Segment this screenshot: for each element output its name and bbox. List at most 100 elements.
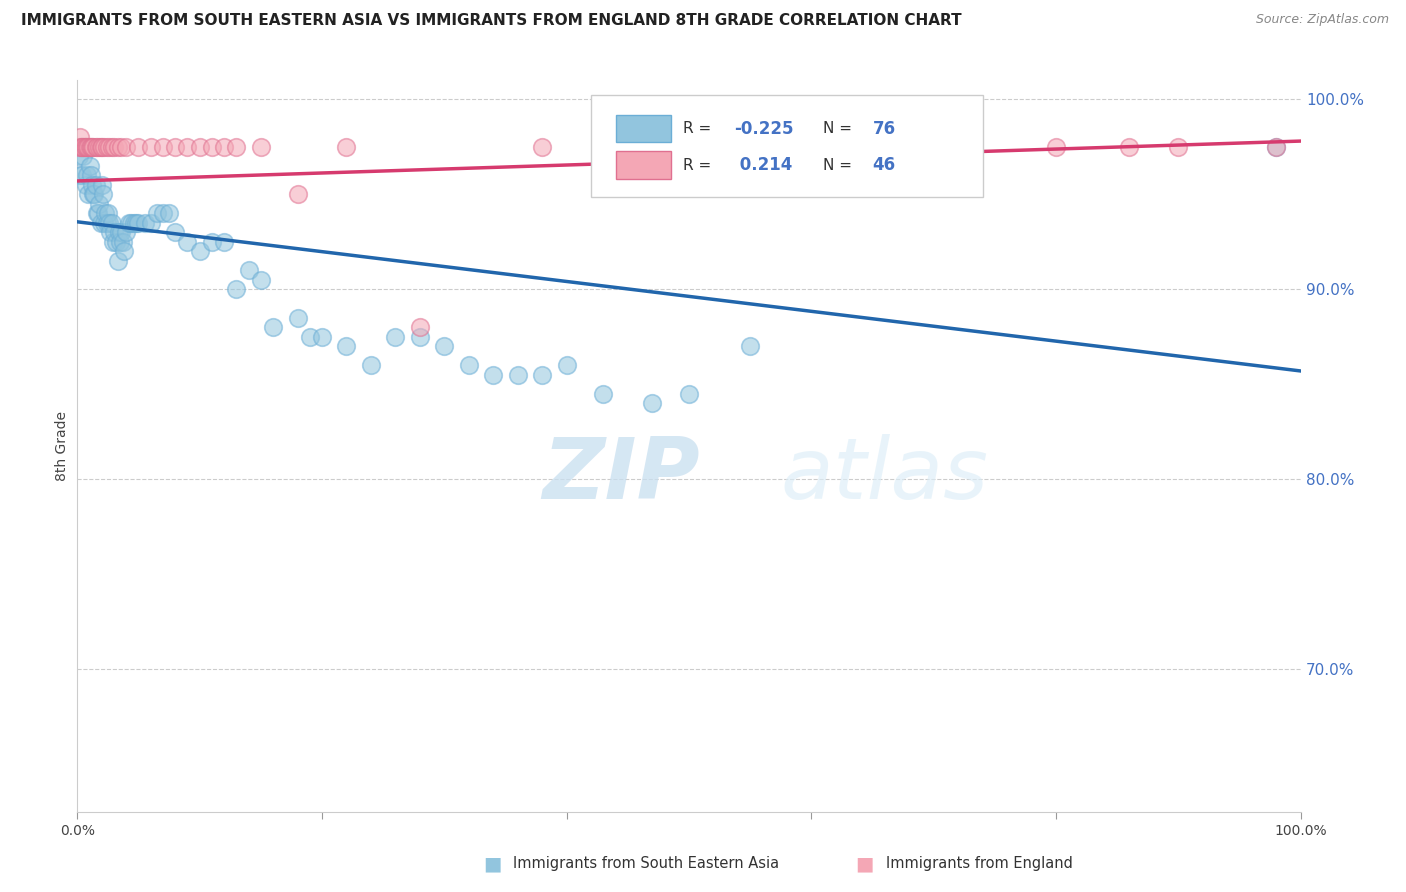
Point xyxy=(152,206,174,220)
Point xyxy=(107,253,129,268)
Text: 46: 46 xyxy=(873,156,896,174)
Point xyxy=(70,140,93,154)
Point xyxy=(1265,140,1288,154)
Point xyxy=(100,140,122,154)
Point xyxy=(922,140,945,154)
Point xyxy=(76,168,98,182)
Point xyxy=(86,140,108,154)
Point xyxy=(506,368,529,382)
Point xyxy=(83,187,105,202)
Text: ZIP: ZIP xyxy=(543,434,700,516)
Point xyxy=(212,235,235,249)
Point xyxy=(176,235,198,249)
Point xyxy=(146,206,169,220)
Point xyxy=(238,263,260,277)
Point xyxy=(176,140,198,154)
Point xyxy=(115,225,138,239)
Point xyxy=(212,140,235,154)
Point xyxy=(98,140,121,154)
Point xyxy=(125,216,148,230)
Point xyxy=(70,140,93,154)
Point xyxy=(70,140,93,154)
Point xyxy=(298,330,321,344)
Point xyxy=(73,140,96,154)
Point xyxy=(91,187,114,202)
Text: IMMIGRANTS FROM SOUTH EASTERN ASIA VS IMMIGRANTS FROM ENGLAND 8TH GRADE CORRELAT: IMMIGRANTS FROM SOUTH EASTERN ASIA VS IM… xyxy=(21,13,962,29)
Point xyxy=(69,168,91,182)
Point xyxy=(201,140,224,154)
Point xyxy=(128,216,150,230)
Point xyxy=(86,206,108,220)
Text: -0.225: -0.225 xyxy=(734,120,794,137)
Point xyxy=(84,140,107,154)
Point xyxy=(225,282,247,296)
Point xyxy=(165,140,187,154)
Point xyxy=(287,310,309,325)
Text: Immigrants from England: Immigrants from England xyxy=(886,856,1073,871)
Point xyxy=(108,235,131,249)
Point xyxy=(80,168,103,182)
Point xyxy=(70,168,93,182)
Point xyxy=(287,187,309,202)
Point xyxy=(82,187,104,202)
Point xyxy=(96,216,118,230)
Point xyxy=(250,273,273,287)
Point xyxy=(188,140,211,154)
Point xyxy=(87,206,110,220)
Text: ■: ■ xyxy=(482,854,502,873)
Point xyxy=(360,358,382,372)
Point xyxy=(108,225,131,239)
Point xyxy=(93,140,115,154)
Point xyxy=(111,235,134,249)
Point xyxy=(250,140,273,154)
Point xyxy=(75,178,97,192)
Point xyxy=(165,225,187,239)
Text: 0.214: 0.214 xyxy=(734,156,793,174)
Point xyxy=(90,178,112,192)
Point xyxy=(740,339,762,353)
Point xyxy=(90,140,112,154)
Point xyxy=(409,330,432,344)
Point xyxy=(75,140,97,154)
Point xyxy=(152,140,174,154)
Point xyxy=(482,368,505,382)
Point xyxy=(592,386,614,401)
Point xyxy=(69,130,91,145)
Point xyxy=(678,386,700,401)
Point xyxy=(128,140,150,154)
Point xyxy=(1167,140,1189,154)
Point xyxy=(97,206,120,220)
Point xyxy=(335,339,357,353)
Point xyxy=(139,140,162,154)
Point xyxy=(89,140,111,154)
Point xyxy=(1265,140,1288,154)
Point xyxy=(225,140,247,154)
Point xyxy=(105,235,128,249)
Point xyxy=(555,358,578,372)
Text: Immigrants from South Eastern Asia: Immigrants from South Eastern Asia xyxy=(513,856,779,871)
Point xyxy=(641,396,664,410)
Point xyxy=(409,320,432,334)
Text: N =: N = xyxy=(824,158,858,173)
Point xyxy=(335,140,357,154)
Point xyxy=(115,140,138,154)
Point xyxy=(77,187,100,202)
Point xyxy=(79,140,101,154)
Point xyxy=(96,140,118,154)
Point xyxy=(122,216,145,230)
Y-axis label: 8th Grade: 8th Grade xyxy=(55,411,69,481)
FancyBboxPatch shape xyxy=(591,95,983,197)
Text: 76: 76 xyxy=(873,120,896,137)
Text: R =: R = xyxy=(683,121,716,136)
Point xyxy=(118,216,141,230)
Point xyxy=(79,159,101,173)
Point xyxy=(457,358,479,372)
Point xyxy=(262,320,284,334)
Point xyxy=(73,140,96,154)
Point xyxy=(531,140,554,154)
Point xyxy=(1118,140,1140,154)
Point xyxy=(188,244,211,259)
Point xyxy=(134,216,156,230)
Text: atlas: atlas xyxy=(780,434,988,516)
Point xyxy=(84,178,107,192)
